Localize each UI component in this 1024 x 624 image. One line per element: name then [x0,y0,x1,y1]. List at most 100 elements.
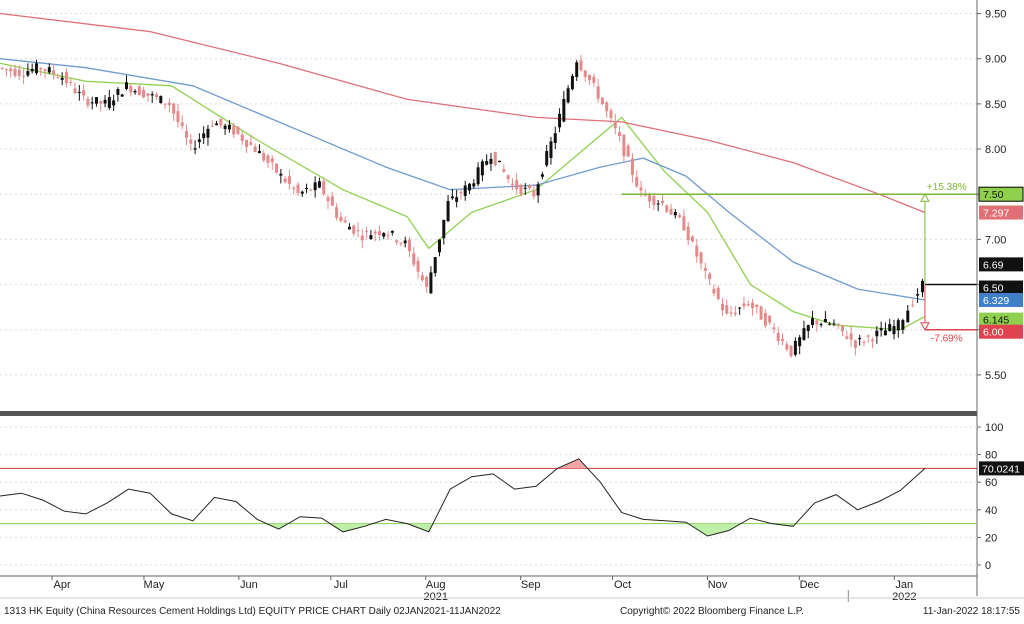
price-tag-label: 7.50 [983,189,1004,201]
candle-body [223,125,227,129]
panel-separator[interactable] [0,411,977,416]
candle-body [738,307,742,309]
candle-body [785,344,789,350]
x-year-label: 2022 [892,591,916,603]
candle-body [768,315,772,323]
candle-body [605,102,609,112]
rsi-series-line [0,458,926,537]
price-tag-bg [979,280,1023,295]
candle-body [9,68,13,72]
candle-body [287,176,291,184]
candle-body [283,178,287,183]
candle-body [883,330,887,336]
candle-body [772,327,776,330]
candlesticks [0,54,924,358]
candle-body [202,133,206,139]
candle-body [896,320,900,331]
x-month-label: Dec [800,579,820,591]
candle-body [64,71,68,84]
price-tag-bg [979,324,1023,339]
candle-body [630,158,634,175]
candle-body [382,233,386,237]
candle-body [853,340,857,348]
candle-body [219,118,223,126]
candle-body [52,70,56,75]
candle-body [596,86,600,99]
candle-body [519,184,523,195]
candle-body [60,77,64,80]
footer-title: 1313 HK Equity (China Resources Cement H… [4,606,501,617]
candle-body [729,312,733,314]
candle-body [558,113,562,128]
candle-body [232,125,236,135]
candle-body [22,75,26,77]
candle-body [172,103,176,114]
candle-body [506,175,510,180]
candle-body [4,69,8,71]
candle-body [656,203,660,205]
candle-body [682,216,686,231]
candle-body [489,158,493,164]
target-up-label: +15.38% [927,182,967,193]
candle-body [69,81,73,83]
candle-body [437,239,441,253]
candle-body [39,68,43,70]
candle-body [34,63,38,74]
candle-body [120,94,124,97]
price-tag-label: 7.297 [983,208,1009,220]
candle-body [751,302,755,309]
candle-body [906,310,910,323]
candle-body [841,325,845,332]
rsi-tick-label: 40 [985,505,997,517]
candle-body [832,323,836,325]
candle-body [793,340,797,355]
candle-body [124,82,128,90]
candle-body [356,230,360,232]
candle-body [253,146,257,153]
candle-body [227,124,231,130]
candle-body [781,338,785,341]
candle-body [643,194,647,196]
candle-body [553,133,557,143]
moving-average-red [0,12,926,214]
candle-body [450,196,454,199]
candle-body [695,245,699,257]
candle-body [442,219,446,239]
candle-body [849,333,853,340]
target-up-arrowhead [920,193,930,202]
candle-body [892,326,896,335]
candle-body [920,280,924,293]
candle-body [566,88,570,103]
candle-body [309,189,313,191]
candle-body [871,339,875,342]
candle-body [836,323,840,325]
target-annotations: +15.38% -7.69% [621,182,977,345]
price-tag-label: 6.00 [983,327,1004,339]
price-tag-bg [979,257,1023,272]
price-tick-label: 9.50 [985,9,1006,21]
candle-body [240,134,244,141]
candle-body [369,235,373,240]
candle-body [403,240,407,244]
candle-body [305,187,309,189]
candle-body [266,155,270,163]
candle-body [811,318,815,326]
candle-body [510,183,514,185]
candle-body [425,276,429,287]
candle-body [43,69,47,72]
candle-body [592,76,596,83]
candle-body [429,272,433,294]
candle-body [618,132,622,136]
candle-body [300,191,304,194]
candle-body [540,174,544,177]
candle-body [257,151,261,154]
candle-body [446,201,450,222]
candle-body [142,89,146,98]
target-down-arrowhead [920,322,930,331]
candle-body [536,184,540,196]
price-tick-label: 7.00 [985,234,1006,246]
x-month-label: Jun [240,579,258,591]
candle-body [712,288,716,294]
candle-body [339,216,343,222]
candle-body [652,195,656,206]
